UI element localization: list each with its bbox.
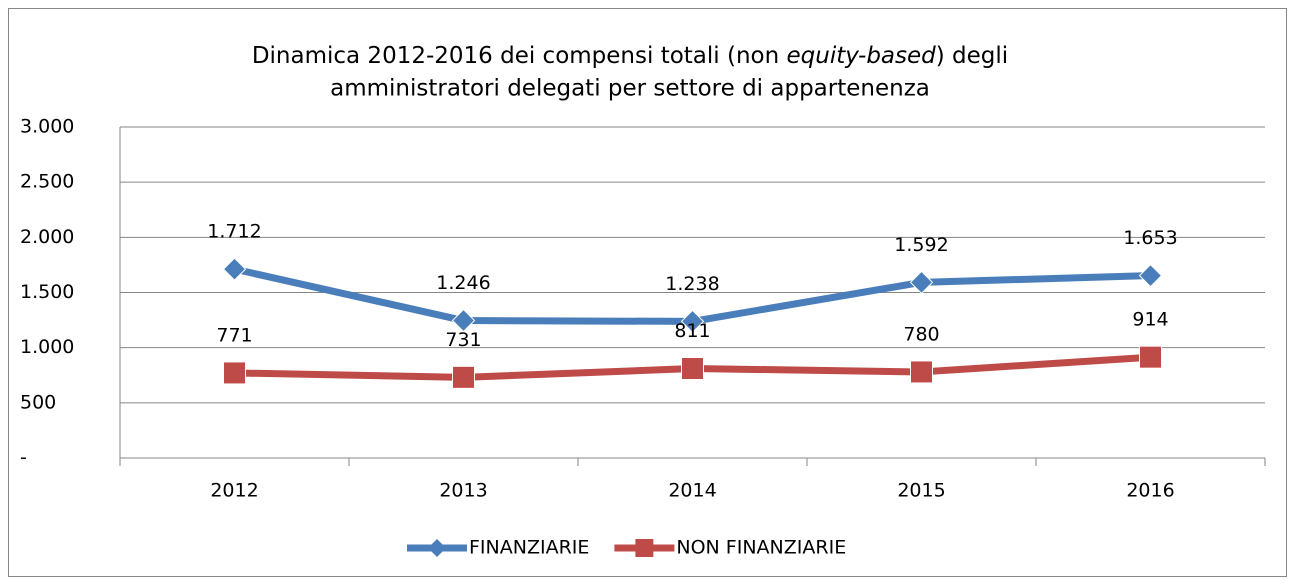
point-marker bbox=[910, 360, 933, 384]
legend-marker bbox=[428, 539, 446, 557]
title-part: Dinamica 2012-2016 dei compensi totali (… bbox=[252, 43, 787, 69]
title-part: equity-based bbox=[787, 43, 937, 69]
chart-title: Dinamica 2012-2016 dei compensi totali (… bbox=[252, 43, 1008, 69]
x-tick-label: 2016 bbox=[1126, 480, 1174, 502]
point-marker bbox=[452, 365, 475, 389]
y-tick-label: 1.500 bbox=[20, 281, 74, 303]
legend-label: NON FINANZIARIE bbox=[676, 537, 846, 559]
data-label: 1.653 bbox=[1123, 227, 1177, 249]
x-tick-label: 2013 bbox=[439, 480, 487, 502]
point-marker bbox=[909, 270, 934, 295]
x-tick-label: 2012 bbox=[210, 480, 258, 502]
point-marker bbox=[1139, 345, 1162, 369]
y-tick-label: 2.000 bbox=[20, 226, 74, 248]
y-tick-label: 2.500 bbox=[20, 171, 74, 193]
x-tick-label: 2015 bbox=[897, 480, 945, 502]
y-tick-label: 1.000 bbox=[20, 336, 74, 358]
title-part: ) degli bbox=[936, 43, 1008, 69]
x-tick-label: 2014 bbox=[668, 480, 716, 502]
data-label: 771 bbox=[216, 324, 252, 346]
data-label: 1.712 bbox=[207, 221, 261, 243]
point-marker bbox=[223, 361, 246, 385]
data-label: 780 bbox=[903, 323, 939, 345]
point-marker bbox=[451, 308, 476, 333]
legend-label: FINANZIARIE bbox=[469, 537, 589, 559]
data-label: 914 bbox=[1132, 309, 1168, 331]
chart-title: amministratori delegati per settore di a… bbox=[330, 76, 930, 102]
data-label: 731 bbox=[445, 329, 481, 351]
legend-marker bbox=[635, 539, 654, 557]
point-marker bbox=[680, 309, 705, 334]
point-marker bbox=[1138, 263, 1163, 288]
data-label: 811 bbox=[674, 320, 710, 342]
y-tick-label: - bbox=[20, 447, 27, 469]
point-marker bbox=[681, 357, 704, 381]
y-tick-label: 3.000 bbox=[20, 116, 74, 138]
data-label: 1.246 bbox=[436, 272, 490, 294]
y-tick-label: 500 bbox=[20, 391, 56, 413]
data-label: 1.592 bbox=[894, 234, 948, 256]
data-label: 1.238 bbox=[665, 273, 719, 295]
point-marker bbox=[222, 257, 247, 281]
